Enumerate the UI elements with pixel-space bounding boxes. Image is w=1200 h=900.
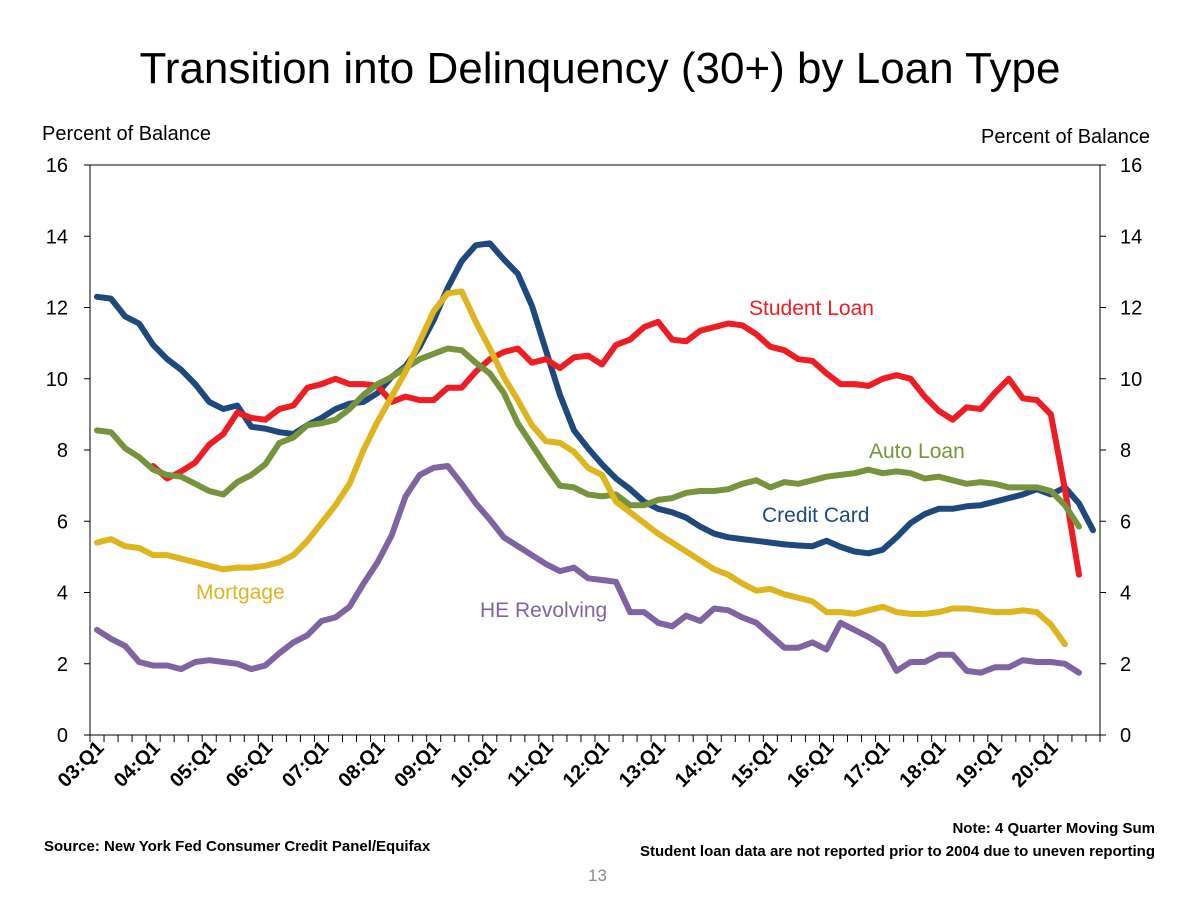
right-y-tick-label: 8 <box>1120 440 1131 462</box>
series-label-mortgage: Mortgage <box>196 581 285 604</box>
moving-sum-note: Note: 4 Quarter Moving Sum <box>952 820 1155 837</box>
x-tick-label: 08:Q1 <box>334 737 389 792</box>
left-y-tick-label: 4 <box>57 583 68 605</box>
left-y-tick-label: 2 <box>57 654 68 676</box>
right-y-tick-label: 2 <box>1120 654 1131 676</box>
right-y-tick-label: 6 <box>1120 511 1131 533</box>
x-tick-label: 16:Q1 <box>783 737 838 792</box>
left-y-tick-label: 14 <box>46 226 68 248</box>
right-axis-title: Percent of Balance <box>981 126 1150 148</box>
series-line-mortgage <box>94 288 1068 648</box>
right-y-tick-label: 10 <box>1120 369 1142 391</box>
x-tick-label: 18:Q1 <box>895 737 950 792</box>
x-tick-label: 04:Q1 <box>110 737 165 792</box>
series-label-student-loan: Student Loan <box>749 297 874 320</box>
x-tick-label: 07:Q1 <box>278 737 333 792</box>
x-tick-label: 20:Q1 <box>1008 737 1063 792</box>
series-line-student-loan <box>150 318 1082 578</box>
left-y-tick-label: 10 <box>46 369 68 391</box>
x-tick-label: 12:Q1 <box>559 737 614 792</box>
series-line-he-revolving <box>94 463 1082 676</box>
x-tick-label: 19:Q1 <box>951 737 1006 792</box>
x-tick-label: 10:Q1 <box>446 737 501 792</box>
x-tick-label: 05:Q1 <box>166 737 221 792</box>
x-tick-label: 14:Q1 <box>671 737 726 792</box>
series-line-credit-card <box>94 240 1096 557</box>
left-y-tick-label: 6 <box>57 511 68 533</box>
student-loan-note: Student loan data are not reported prior… <box>639 843 1155 860</box>
x-tick-label: 17:Q1 <box>839 737 894 792</box>
x-tick-label: 06:Q1 <box>222 737 277 792</box>
left-y-tick-label: 12 <box>46 298 68 320</box>
page-number: 13 <box>588 866 607 885</box>
x-tick-label: 13:Q1 <box>615 737 670 792</box>
right-y-tick-label: 0 <box>1120 725 1131 747</box>
series-layer <box>94 240 1096 676</box>
x-tick-label: 09:Q1 <box>390 737 445 792</box>
left-axis-title: Percent of Balance <box>42 123 211 145</box>
x-tick-label: 15:Q1 <box>727 737 782 792</box>
axes-layer <box>84 164 1106 742</box>
series-label-he-revolving: HE Revolving <box>480 599 607 622</box>
left-y-tick-label: 8 <box>57 440 68 462</box>
series-label-auto-loan: Auto Loan <box>869 440 965 463</box>
left-y-tick-label: 16 <box>46 155 68 177</box>
series-line-auto-loan <box>94 345 1082 530</box>
right-y-tick-label: 12 <box>1120 298 1142 320</box>
series-label-credit-card: Credit Card <box>762 504 869 527</box>
x-tick-label: 11:Q1 <box>503 737 557 791</box>
right-y-tick-label: 14 <box>1120 226 1142 248</box>
chart-title: Transition into Delinquency (30+) by Loa… <box>139 44 1061 93</box>
left-y-tick-label: 0 <box>57 725 68 747</box>
source-note: Source: New York Fed Consumer Credit Pan… <box>44 838 431 855</box>
right-y-tick-label: 4 <box>1120 583 1131 605</box>
right-y-tick-label: 16 <box>1120 155 1142 177</box>
